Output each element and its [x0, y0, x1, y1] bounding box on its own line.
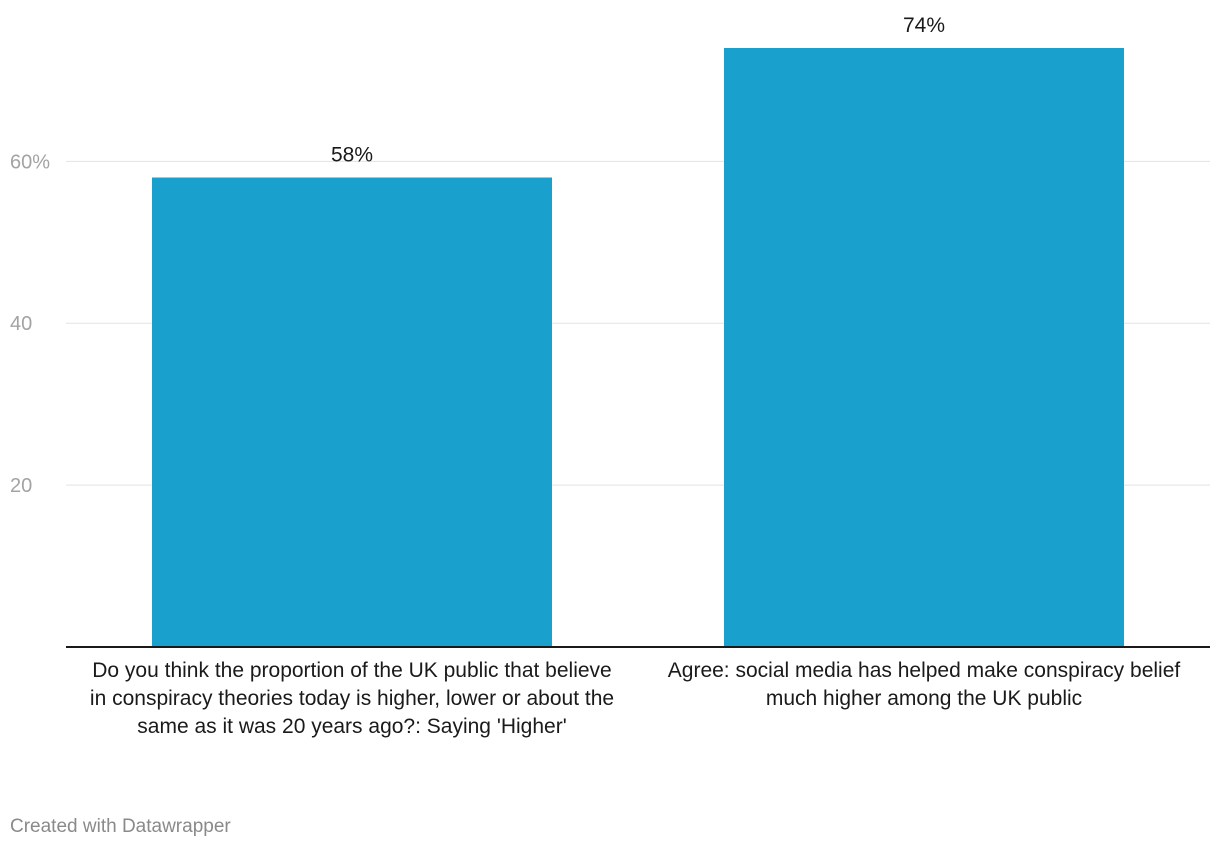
bar-2	[724, 48, 1124, 647]
footer-credit: Created with Datawrapper	[10, 816, 231, 837]
y-tick-label: 20	[10, 475, 32, 497]
x-category-label: Agree: social media has helped make cons…	[667, 659, 1181, 710]
bar-value-label: 58%	[331, 144, 373, 167]
y-tick-label: 40	[10, 313, 32, 335]
y-tick-label: 60%	[10, 151, 50, 173]
bar-1	[152, 177, 552, 647]
x-category-label: Do you think the proportion of the UK pu…	[89, 659, 615, 738]
bar-value-label: 74%	[903, 14, 945, 37]
bars-layer	[152, 48, 1124, 647]
value-labels-layer: 58% 74%	[331, 14, 945, 167]
